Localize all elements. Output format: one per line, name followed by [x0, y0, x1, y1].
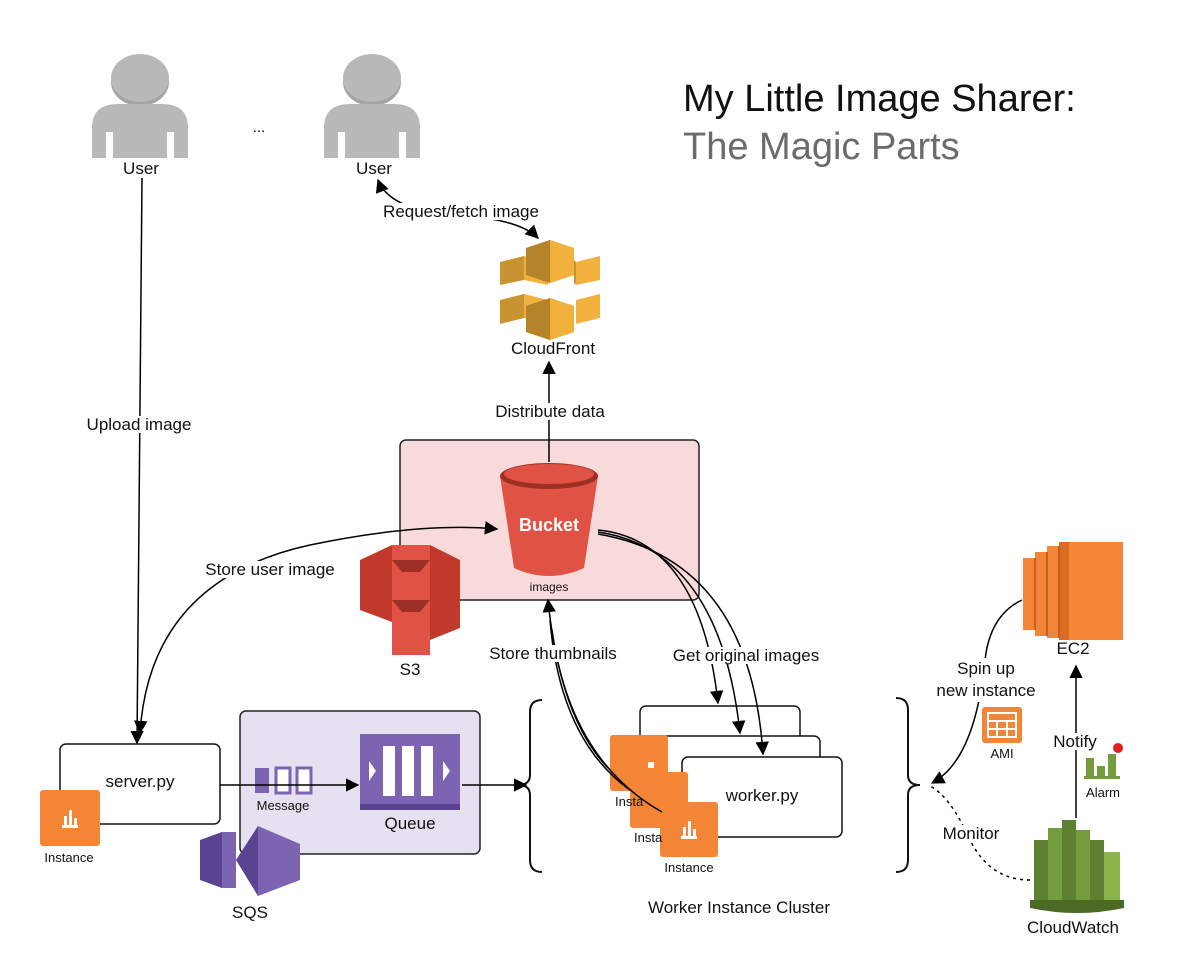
user-left-icon — [92, 54, 188, 158]
queue-label: Queue — [384, 814, 436, 833]
ec2-icon — [1023, 542, 1123, 640]
edge-label-upload: Upload image — [86, 415, 192, 434]
edge-get-original-images — [597, 529, 769, 756]
edge-store-user-image — [134, 521, 499, 735]
edge-label-monitor: Monitor — [942, 824, 1000, 843]
server-instance-label: Instance — [44, 850, 94, 865]
cloudwatch-label: CloudWatch — [1027, 918, 1119, 937]
message-label: Message — [256, 798, 310, 813]
server-label: server.py — [105, 772, 175, 791]
worker-label: worker.py — [725, 786, 799, 805]
s3-label: S3 — [399, 660, 421, 679]
edge-upload — [130, 177, 144, 745]
cluster-right-brace — [895, 697, 921, 873]
user-left-label: User — [123, 159, 159, 178]
s3-icon — [360, 545, 460, 655]
cloudfront-label: CloudFront — [510, 339, 596, 358]
sqs-icon — [200, 826, 300, 896]
user-right-icon — [324, 54, 420, 158]
worker-instance-label-back: Insta — [615, 794, 644, 809]
edge-label-distribute: Distribute data — [495, 402, 605, 421]
edge-label-get-originals: Get original images — [672, 646, 820, 665]
edge-label-request: Request/fetch image — [383, 202, 539, 221]
alarm-label: Alarm — [1086, 785, 1120, 800]
edge-monitor — [927, 784, 1031, 881]
cloudfront-icon — [500, 240, 600, 340]
edge-label-store-user-image: Store user image — [205, 560, 335, 579]
ami-label: AMI — [990, 746, 1014, 761]
worker-instance-label-middle: Insta — [634, 830, 663, 845]
user-right-label: User — [356, 159, 392, 178]
sqs-label: SQS — [232, 903, 268, 922]
message-icon — [255, 766, 313, 795]
users-ellipsis: ... — [252, 119, 266, 136]
queue-icon — [360, 734, 460, 810]
edge-label-spin-up: Spin up new instance — [936, 658, 1036, 703]
ami-icon — [982, 707, 1022, 743]
bucket-label: Bucket — [518, 515, 580, 535]
server-instance-icon — [40, 790, 100, 846]
cluster-label: Worker Instance Cluster — [647, 898, 831, 917]
title-line-2: The Magic Parts — [683, 126, 960, 168]
title-line-1: My Little Image Sharer: — [683, 78, 1076, 120]
worker-instance-label-front: Instance — [664, 860, 714, 875]
bucket-icon — [500, 463, 598, 576]
cloudwatch-icon — [1030, 820, 1124, 913]
ec2-label: EC2 — [1056, 639, 1090, 658]
cluster-left-brace — [517, 699, 543, 873]
alarm-icon — [1084, 743, 1123, 779]
worker-instance-icon-front — [660, 802, 718, 857]
edge-label-store-thumbnails: Store thumbnails — [489, 644, 617, 663]
edge-label-notify: Notify — [1053, 732, 1097, 751]
bucket-caption: images — [529, 580, 569, 594]
